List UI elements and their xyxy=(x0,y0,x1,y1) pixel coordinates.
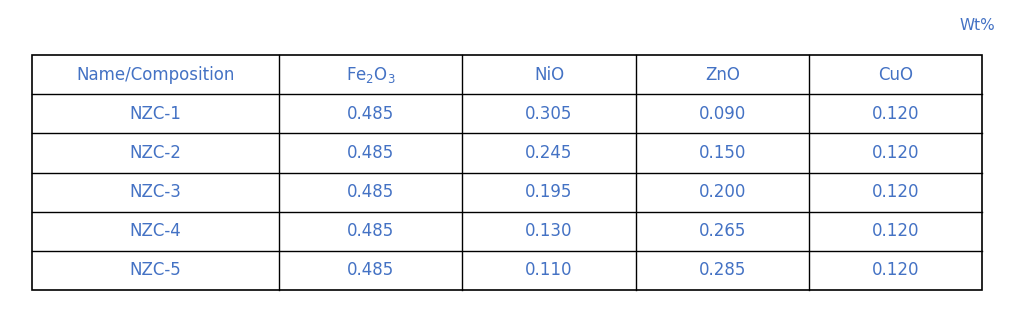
Text: NZC-3: NZC-3 xyxy=(129,183,182,201)
Text: NZC-1: NZC-1 xyxy=(129,105,182,123)
Bar xyxy=(32,55,982,290)
Text: CuO: CuO xyxy=(878,66,913,84)
Text: 0.090: 0.090 xyxy=(699,105,746,123)
Text: 0.485: 0.485 xyxy=(347,261,394,280)
Text: NZC-2: NZC-2 xyxy=(129,144,182,162)
Text: 0.485: 0.485 xyxy=(347,222,394,240)
Text: NZC-5: NZC-5 xyxy=(129,261,182,280)
Text: Wt%: Wt% xyxy=(959,18,995,33)
Text: 0.245: 0.245 xyxy=(525,144,573,162)
Text: NiO: NiO xyxy=(534,66,564,84)
Text: 0.285: 0.285 xyxy=(699,261,746,280)
Text: 0.120: 0.120 xyxy=(872,105,919,123)
Text: ZnO: ZnO xyxy=(705,66,740,84)
Text: 0.120: 0.120 xyxy=(872,261,919,280)
Text: Fe$_2$O$_3$: Fe$_2$O$_3$ xyxy=(346,65,395,85)
Text: 0.110: 0.110 xyxy=(525,261,573,280)
Text: 0.485: 0.485 xyxy=(347,144,394,162)
Text: Name/Composition: Name/Composition xyxy=(76,66,235,84)
Text: 0.130: 0.130 xyxy=(525,222,573,240)
Text: 0.305: 0.305 xyxy=(525,105,573,123)
Text: 0.265: 0.265 xyxy=(699,222,746,240)
Text: 0.120: 0.120 xyxy=(872,222,919,240)
Text: 0.485: 0.485 xyxy=(347,105,394,123)
Text: 0.195: 0.195 xyxy=(525,183,573,201)
Text: 0.120: 0.120 xyxy=(872,144,919,162)
Text: 0.120: 0.120 xyxy=(872,183,919,201)
Text: NZC-4: NZC-4 xyxy=(129,222,182,240)
Text: 0.150: 0.150 xyxy=(699,144,746,162)
Text: 0.200: 0.200 xyxy=(699,183,746,201)
Text: 0.485: 0.485 xyxy=(347,183,394,201)
